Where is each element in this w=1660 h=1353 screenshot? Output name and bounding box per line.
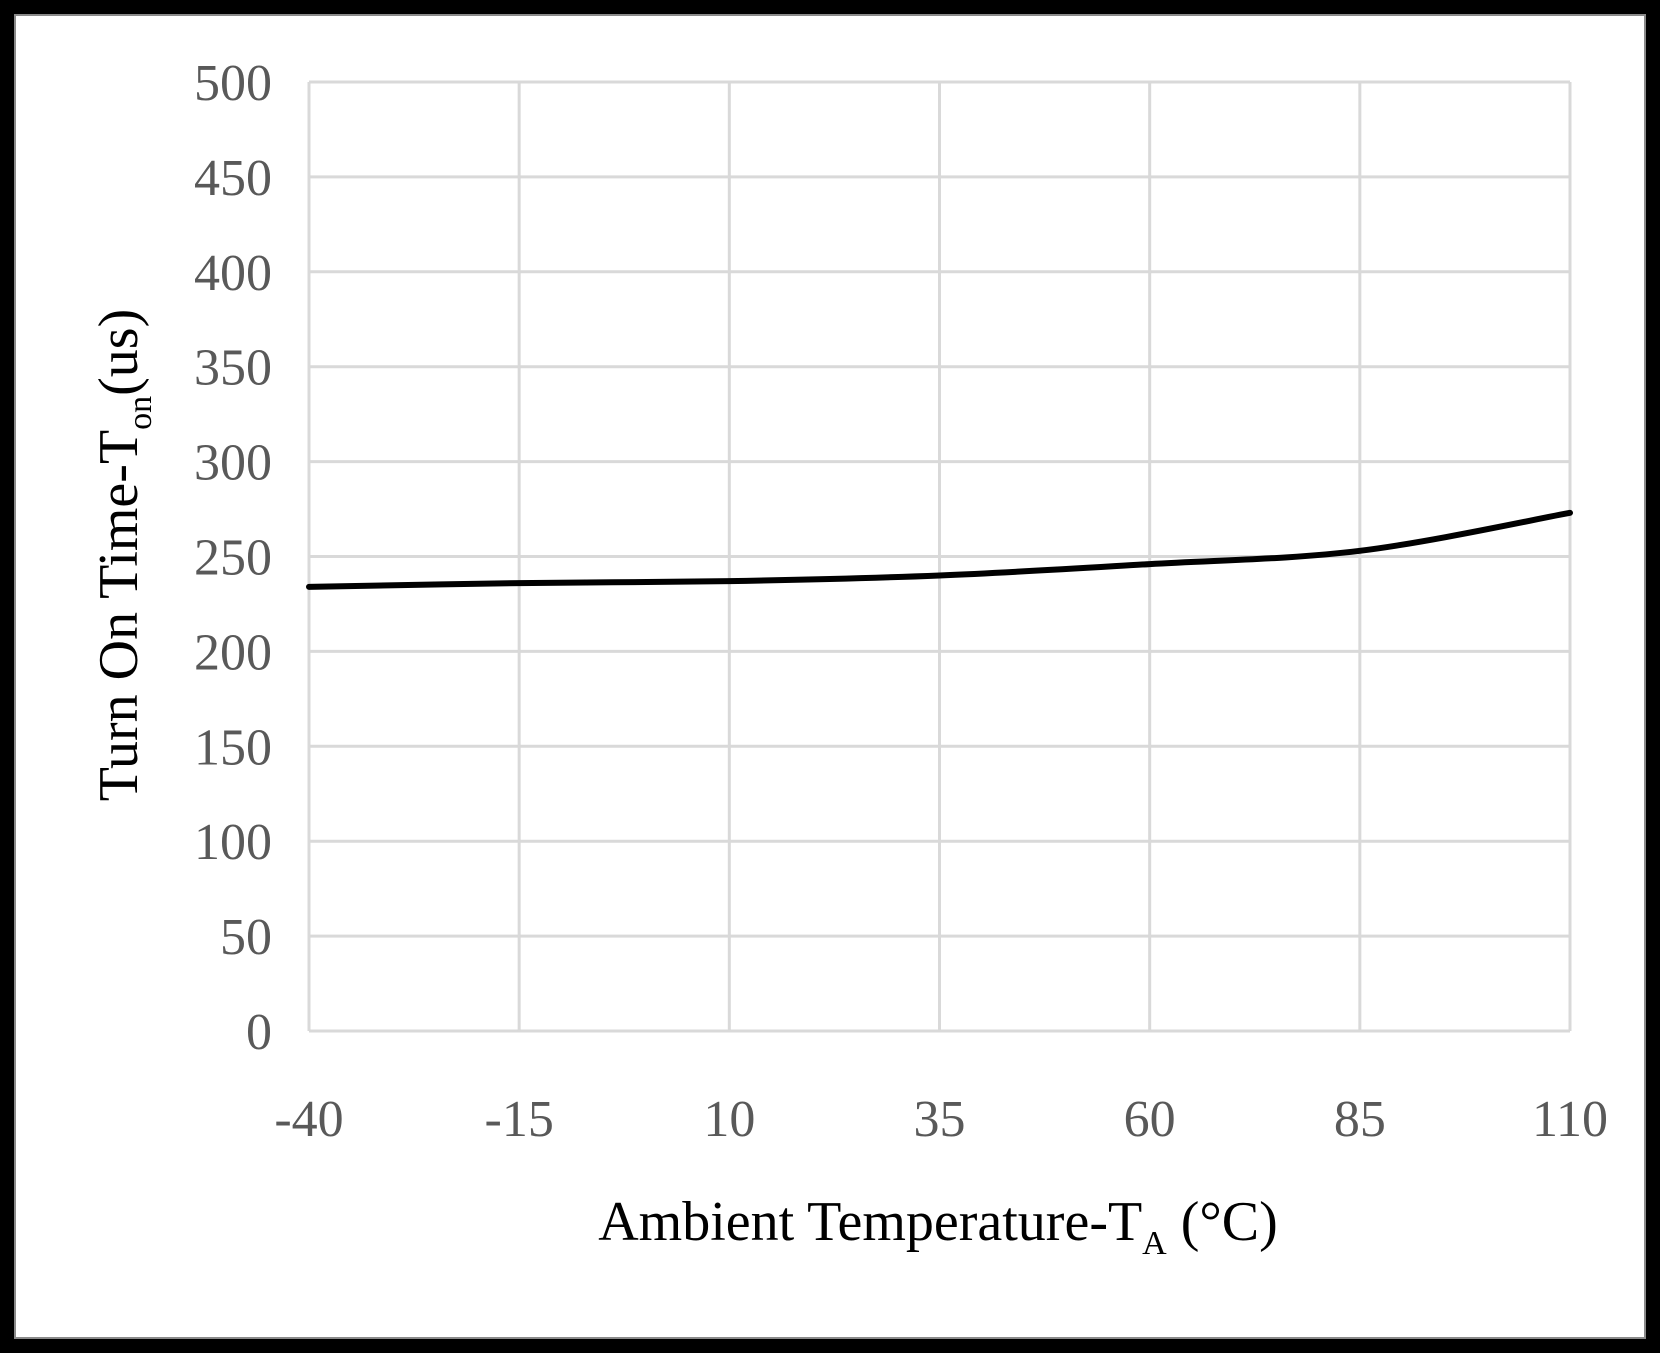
series-layer: [306, 509, 1573, 590]
x-tick-label: -40: [274, 1091, 343, 1148]
x-axis-title-subscript: A: [1142, 1225, 1167, 1262]
y-tick-label: 350: [194, 340, 272, 397]
x-tick-label: 60: [1124, 1091, 1176, 1148]
chart-frame: [14, 14, 1646, 1339]
y-tick-label: 250: [194, 530, 272, 587]
x-axis-title-unit: (°C): [1167, 1191, 1278, 1253]
y-tick-label: 150: [194, 719, 272, 776]
gridlines: [307, 80, 1572, 1033]
y-tick-label: 450: [194, 150, 272, 207]
x-tick-label: 110: [1532, 1091, 1608, 1148]
x-axis-title: Ambient Temperature-TA (°C): [598, 1191, 1278, 1262]
x-tick-label: -15: [485, 1091, 554, 1148]
x-tick-label: 10: [703, 1091, 755, 1148]
y-tick-label: 100: [194, 814, 272, 871]
x-tick-label: 85: [1334, 1091, 1386, 1148]
x-axis-title-main: Ambient Temperature-T: [598, 1191, 1142, 1253]
y-axis-title-main: Turn On Time-T: [88, 430, 150, 801]
y-tick-label: 200: [194, 624, 272, 681]
y-tick-label: 300: [194, 435, 272, 492]
series-line: [306, 509, 1573, 590]
x-axis-ticks: -40 -15 10 35 60 85 110: [274, 1091, 1608, 1148]
y-tick-label: 500: [194, 55, 272, 112]
y-tick-label: 50: [220, 909, 272, 966]
y-axis-title: Turn On Time-Ton(us): [88, 309, 159, 801]
y-axis-title-subscript: on: [122, 396, 159, 430]
y-tick-label: 400: [194, 245, 272, 302]
y-axis-ticks: 0 50 100 150 200 250 300 350 400 450 500: [194, 55, 272, 1061]
y-tick-label: 0: [246, 1004, 272, 1061]
y-axis-title-unit: (us): [88, 309, 150, 396]
x-tick-label: 35: [914, 1091, 966, 1148]
